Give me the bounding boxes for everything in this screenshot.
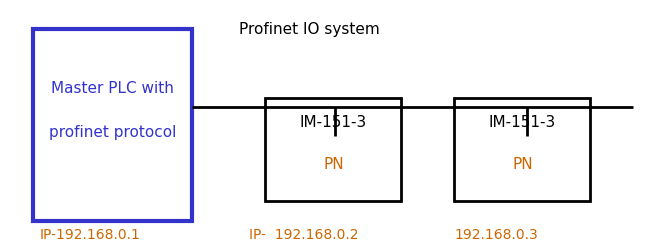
FancyBboxPatch shape (454, 98, 590, 201)
FancyBboxPatch shape (33, 29, 192, 220)
Text: Profinet IO system: Profinet IO system (239, 22, 379, 37)
Text: IM-151-3: IM-151-3 (300, 115, 367, 130)
FancyBboxPatch shape (265, 98, 401, 201)
Text: 192.168.0.3: 192.168.0.3 (454, 228, 538, 242)
Text: IM-151-3: IM-151-3 (489, 115, 556, 130)
Text: PN: PN (323, 157, 344, 172)
Text: PN: PN (512, 157, 533, 172)
Text: Master PLC with: Master PLC with (51, 81, 174, 96)
Text: IP-  192.168.0.2: IP- 192.168.0.2 (249, 228, 358, 242)
Text: IP-192.168.0.1: IP-192.168.0.1 (40, 228, 141, 242)
Text: profinet protocol: profinet protocol (49, 125, 176, 140)
